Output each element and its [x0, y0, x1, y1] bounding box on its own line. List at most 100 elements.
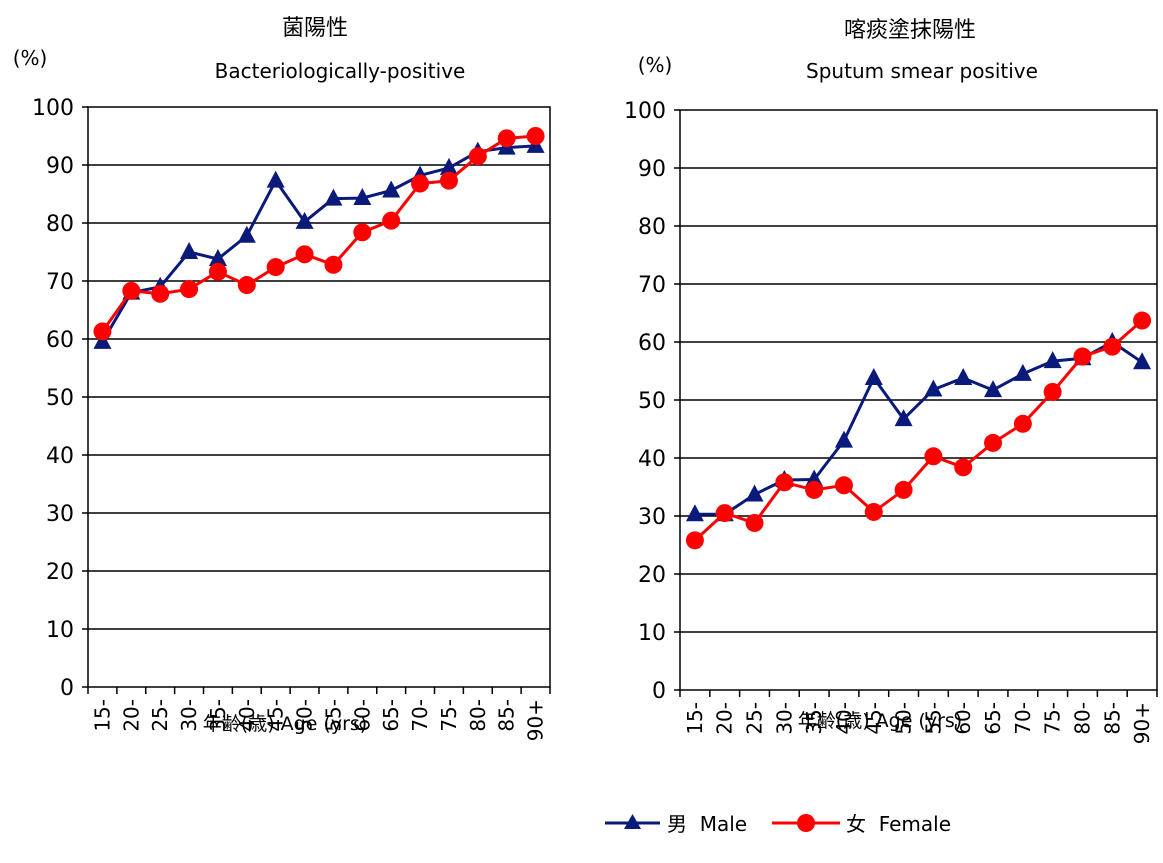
- series-line-male: [694, 340, 1143, 516]
- x-tick-label: 90+: [524, 699, 548, 741]
- y-tick-label: 90: [638, 157, 666, 182]
- x-tick-label: 35-: [802, 702, 826, 735]
- data-point-female: [324, 255, 343, 274]
- data-point-female: [685, 531, 704, 550]
- data-point-female: [353, 223, 372, 242]
- data-point-female: [468, 147, 487, 166]
- x-tick-label: 60-: [951, 702, 975, 735]
- data-point-male: [984, 380, 1003, 398]
- y-tick-label: 100: [624, 99, 666, 124]
- x-tick-label: 15-: [683, 702, 707, 735]
- data-point-female: [237, 276, 256, 295]
- y-tick-label: 0: [60, 676, 74, 701]
- y-tick-label: 100: [32, 96, 74, 121]
- x-tick-label: 30-: [772, 702, 796, 735]
- legend-male-marker: [624, 814, 641, 829]
- y-axis-label: (%): [13, 46, 48, 70]
- y-tick-label: 10: [638, 621, 666, 646]
- legend-female-marker: [797, 814, 815, 832]
- x-tick-label: 55-: [921, 702, 945, 735]
- data-point-female: [954, 458, 973, 477]
- x-tick-label: 75-: [437, 699, 461, 732]
- y-tick-label: 20: [638, 563, 666, 588]
- y-tick-label: 40: [638, 447, 666, 472]
- x-tick-label: 55-: [321, 699, 345, 732]
- data-point-male: [894, 409, 913, 427]
- data-point-female: [894, 480, 913, 499]
- y-tick-label: 70: [638, 273, 666, 298]
- series-line-male: [101, 144, 536, 343]
- data-point-female: [1073, 347, 1092, 366]
- x-tick-label: 85-: [495, 699, 519, 732]
- y-tick-label: 40: [46, 444, 74, 469]
- chart-subtitle: Sputum smear positive: [806, 59, 1038, 83]
- data-point-male: [1043, 351, 1062, 369]
- y-tick-label: 30: [638, 505, 666, 530]
- data-point-male: [954, 367, 973, 385]
- data-point-female: [864, 502, 883, 521]
- data-point-female: [1043, 382, 1062, 401]
- x-tick-label: 65-: [981, 702, 1005, 735]
- series-line-female: [693, 319, 1144, 542]
- x-tick-label: 25-: [743, 702, 767, 735]
- data-point-female: [208, 262, 227, 281]
- x-tick-label: 15-: [90, 699, 114, 732]
- data-point-female: [745, 513, 764, 532]
- data-point-male: [180, 242, 199, 259]
- x-tick-label: 60-: [350, 699, 374, 732]
- data-point-female: [122, 281, 141, 300]
- chart-title: 喀痰塗抹陽性: [844, 18, 976, 43]
- data-point-male: [266, 170, 285, 188]
- data-point-female: [715, 504, 734, 523]
- data-point-male: [685, 504, 704, 522]
- x-tick-label: 80-: [1070, 702, 1094, 735]
- x-tick-label: 50-: [293, 699, 317, 732]
- x-tick-label: 35-: [206, 699, 230, 732]
- data-point-female: [93, 322, 112, 341]
- x-tick-label: 85-: [1100, 702, 1124, 735]
- y-tick-label: 50: [638, 389, 666, 414]
- x-tick-label: 70-: [1011, 702, 1035, 735]
- data-point-female: [984, 433, 1003, 452]
- y-tick-label: 90: [46, 154, 74, 179]
- data-point-female: [805, 480, 824, 499]
- x-tick-label: 40-: [832, 702, 856, 735]
- data-point-female: [924, 447, 943, 466]
- data-point-female: [151, 284, 170, 303]
- chart-title: 菌陽性: [282, 16, 348, 41]
- data-point-female: [266, 258, 285, 277]
- x-tick-label: 40-: [235, 699, 259, 732]
- data-point-male: [295, 211, 314, 229]
- legend: 男 Male 女 Female: [605, 812, 951, 836]
- data-point-male: [324, 188, 343, 206]
- data-point-female: [497, 129, 516, 148]
- data-point-male: [834, 430, 853, 448]
- data-point-male: [745, 484, 764, 502]
- x-axis-label: 年齢(歳) Age (yrs): [203, 713, 367, 735]
- x-tick-label: 90+: [1130, 702, 1154, 744]
- legend-male-label: 男 Male: [667, 812, 747, 836]
- data-point-female: [295, 245, 314, 264]
- data-point-male: [1133, 352, 1152, 370]
- x-axis-label: 年齢(歳) Age (yrs): [798, 710, 962, 732]
- y-tick-label: 10: [46, 618, 74, 643]
- x-tick-label: 45-: [862, 702, 886, 735]
- x-tick-label: 50-: [892, 702, 916, 735]
- y-tick-label: 80: [46, 212, 74, 237]
- data-point-male: [439, 157, 458, 175]
- y-tick-label: 70: [46, 270, 74, 295]
- chart-subtitle: Bacteriologically-positive: [215, 59, 466, 83]
- x-tick-label: 70-: [408, 699, 432, 732]
- data-point-female: [1133, 311, 1152, 330]
- y-tick-label: 60: [46, 328, 74, 353]
- data-point-male: [208, 248, 227, 266]
- data-point-female: [439, 171, 458, 190]
- data-point-male: [382, 180, 401, 198]
- y-tick-label: 20: [46, 560, 74, 585]
- y-tick-label: 30: [46, 502, 74, 527]
- x-tick-label: 80-: [466, 699, 490, 732]
- data-point-male: [864, 367, 883, 385]
- x-tick-label: 20-: [119, 699, 143, 732]
- x-tick-label: 25-: [148, 699, 172, 732]
